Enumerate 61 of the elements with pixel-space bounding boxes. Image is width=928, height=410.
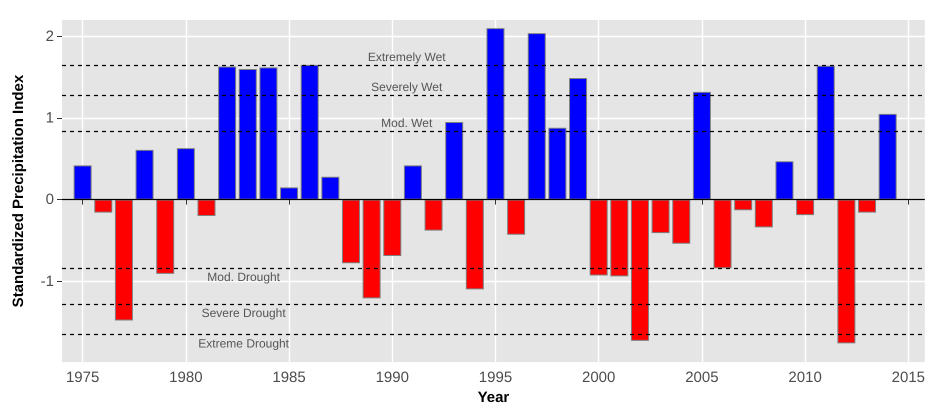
y-tick-label: 2 (46, 28, 54, 45)
x-tick-label: 1985 (272, 369, 306, 386)
bar (383, 200, 402, 256)
ref-line-label: Severely Wet (371, 80, 443, 94)
y-axis-title: Standardized Precipitation Index (10, 74, 27, 308)
ref-line-label: Mod. Wet (381, 116, 433, 130)
x-tick-label: 1990 (376, 369, 409, 386)
bar (321, 176, 340, 200)
bar (548, 128, 566, 200)
bar (837, 200, 856, 344)
bar (424, 200, 443, 231)
bar (259, 67, 278, 200)
bar (672, 200, 690, 244)
x-tick-label: 1980 (169, 369, 203, 386)
x-tick-label: 1995 (478, 369, 512, 386)
bar (507, 200, 526, 235)
bar (734, 200, 752, 210)
bar (796, 200, 814, 216)
bar (714, 200, 732, 268)
bar (590, 200, 608, 276)
x-tick-label: 2015 (892, 369, 926, 386)
bar (136, 150, 154, 200)
bar (754, 200, 773, 228)
x-tick-label: 1975 (66, 369, 100, 386)
ref-line-label: Severe Drought (202, 306, 286, 320)
bar (466, 200, 484, 290)
ref-line-label: Extremely Wet (368, 50, 446, 64)
x-tick-label: 2005 (685, 369, 719, 386)
bar (528, 33, 546, 200)
bar (630, 200, 649, 341)
bar (692, 92, 711, 200)
bar (300, 64, 319, 200)
bar (858, 200, 876, 213)
bar (176, 148, 195, 200)
y-tick-label: 1 (46, 109, 54, 126)
x-tick-label: 2000 (582, 369, 616, 386)
bar (114, 200, 133, 320)
bar (94, 200, 112, 213)
bar (238, 68, 257, 200)
bar (197, 200, 216, 216)
bar (878, 114, 897, 200)
bar (156, 200, 174, 274)
ref-line-label: Mod. Drought (207, 270, 281, 284)
x-axis-title: Year (478, 389, 510, 406)
bar (816, 66, 835, 200)
bar (569, 78, 588, 200)
y-tick-label: 0 (46, 191, 54, 208)
bar (342, 200, 360, 264)
bar (445, 122, 464, 200)
bar (280, 187, 298, 200)
bar (74, 165, 92, 200)
bar (218, 66, 236, 200)
bar (486, 28, 504, 200)
y-tick-label: -1 (40, 272, 54, 290)
bar (775, 161, 794, 200)
ref-line-label: Extreme Drought (198, 336, 290, 350)
bar (652, 200, 670, 234)
bar (610, 200, 628, 276)
bar (404, 165, 422, 200)
x-tick-label: 2010 (788, 369, 822, 386)
bar (362, 200, 381, 298)
